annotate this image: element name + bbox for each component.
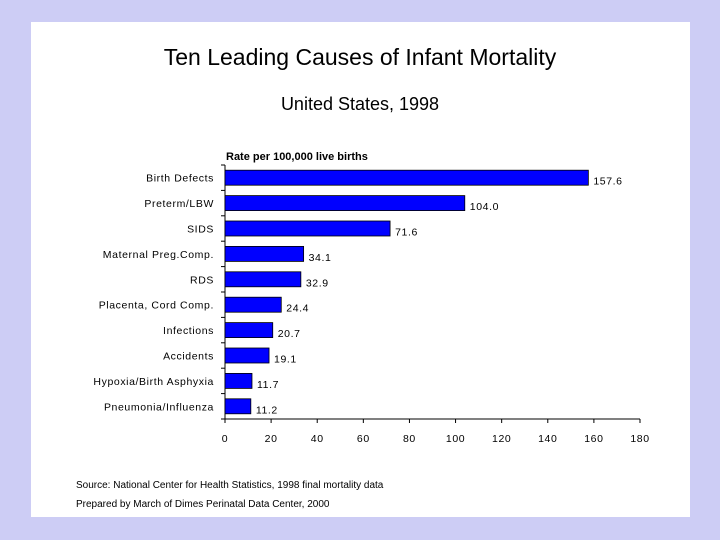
data-label: 11.2 — [256, 404, 278, 416]
x-tick-label: 160 — [584, 433, 603, 445]
bar — [224, 245, 305, 262]
chart-subtitle: United States, 1998 — [280, 94, 440, 114]
slide-panel — [31, 22, 690, 517]
category-label: RDS — [190, 274, 214, 286]
category-label: Preterm/LBW — [144, 198, 214, 210]
x-tick-label: 80 — [403, 433, 416, 445]
y-axis-title: Rate per 100,000 live births — [226, 151, 368, 163]
x-tick-label: 120 — [492, 433, 511, 445]
data-label: 19.1 — [274, 354, 297, 366]
bar — [224, 347, 270, 364]
chart-title: Ten Leading Causes of Infant Mortality — [163, 44, 557, 70]
x-tick-label: 0 — [222, 433, 228, 445]
bar — [224, 195, 466, 212]
source-notes: Source: National Center for Health Stati… — [76, 476, 383, 514]
x-tick-label: 100 — [446, 433, 465, 445]
data-label: 20.7 — [278, 328, 301, 340]
source-line: Source: National Center for Health Stati… — [76, 480, 384, 491]
data-label: 157.6 — [593, 176, 622, 188]
data-label: 104.0 — [470, 201, 499, 213]
bar — [224, 169, 589, 186]
data-label: 71.6 — [395, 227, 418, 239]
bar — [224, 271, 302, 288]
category-label: Birth Defects — [146, 173, 214, 185]
x-tick-label: 20 — [265, 433, 278, 445]
category-label: SIDS — [187, 224, 214, 236]
category-label: Accidents — [163, 351, 214, 363]
category-label: Maternal Preg.Comp. — [103, 249, 214, 261]
category-label: Pneumonia/Influenza — [104, 401, 214, 413]
prepared-by-line: Prepared by March of Dimes Perinatal Dat… — [76, 499, 330, 510]
bar — [224, 372, 253, 389]
x-tick-label: 140 — [538, 433, 557, 445]
data-label: 34.1 — [309, 252, 332, 264]
x-tick-label: 40 — [311, 433, 324, 445]
x-tick-label: 60 — [357, 433, 370, 445]
data-label: 11.7 — [257, 379, 279, 391]
bar — [224, 398, 252, 415]
bar — [224, 322, 274, 339]
bar — [224, 296, 282, 313]
category-label: Infections — [163, 325, 214, 337]
bar — [224, 220, 391, 237]
category-label: Hypoxia/Birth Asphyxia — [93, 376, 214, 388]
category-label: Placenta, Cord Comp. — [99, 300, 214, 312]
data-label: 24.4 — [286, 303, 309, 315]
data-label: 32.9 — [306, 277, 329, 289]
x-tick-label: 180 — [630, 433, 649, 445]
